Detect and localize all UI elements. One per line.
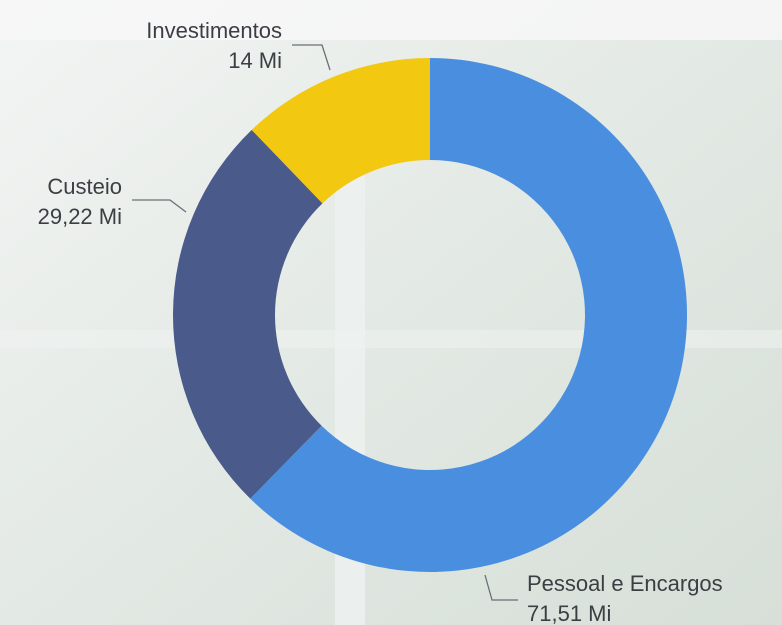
slice-value-label: 14 Mi <box>228 48 282 73</box>
leader-line <box>292 44 331 71</box>
donut-slice <box>250 58 688 572</box>
leader-line <box>132 199 187 213</box>
slice-label: Pessoal e Encargos <box>527 571 723 596</box>
donut-slice <box>251 58 430 204</box>
slice-label: Custeio <box>47 174 122 199</box>
background-band <box>0 0 782 40</box>
slice-value-label: 29,22 Mi <box>38 204 122 229</box>
slice-label: Investimentos <box>146 18 282 43</box>
slice-value-label: 71,51 Mi <box>527 601 611 625</box>
donut-slice <box>172 129 323 499</box>
donut: Pessoal e Encargos 71,51 Mi Custeio 29,22 M… <box>38 18 723 625</box>
leader-line <box>484 574 518 601</box>
